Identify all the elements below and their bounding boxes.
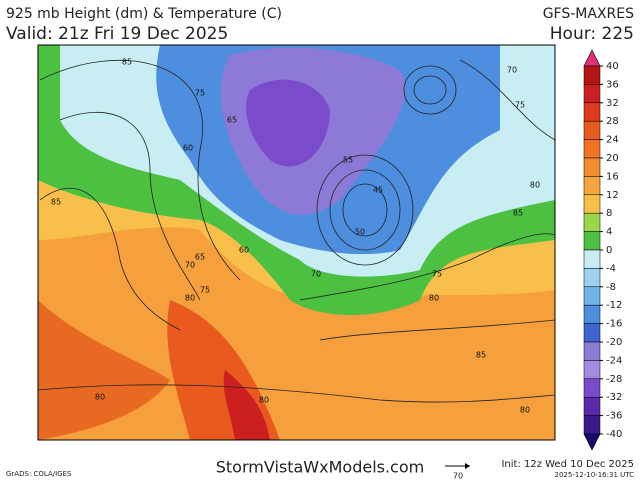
- contour-label: 80: [520, 406, 530, 415]
- contour-label: 60: [239, 246, 249, 255]
- vector-scale-head: [465, 463, 470, 469]
- vector-scale-label: 70: [453, 472, 463, 480]
- colorbar-bin: [583, 396, 601, 416]
- contour-label: 60: [183, 144, 193, 153]
- contour-label: 75: [200, 286, 210, 295]
- colorbar-label: 40: [606, 61, 619, 72]
- colorbar-bin: [583, 84, 601, 104]
- contour-label: 85: [476, 351, 486, 360]
- colorbar-label: 0: [606, 245, 612, 256]
- colorbar-label: 8: [606, 208, 612, 219]
- colorbar-bin: [583, 139, 601, 159]
- contour-label: 75: [515, 101, 525, 110]
- forecast-hour: Hour: 225: [550, 24, 634, 44]
- pacific-warm: [38, 300, 170, 440]
- contour-label: 85: [122, 58, 132, 67]
- timestamp: 2025-12-10-16:31 UTC: [555, 471, 635, 479]
- colorbar-label: 16: [606, 171, 619, 182]
- colorbar-label: -4: [606, 263, 616, 274]
- colorbar-bin: [583, 120, 601, 140]
- colorbar-bin: [583, 378, 601, 398]
- contour-label: 65: [227, 116, 237, 125]
- colorbar-label: -28: [606, 374, 622, 385]
- colorbar-label: 20: [606, 153, 619, 164]
- contour-labels: 8570758085756055504565708065758085808085…: [51, 58, 540, 415]
- contour-label: 75: [195, 89, 205, 98]
- colorbar-label: -24: [606, 355, 622, 366]
- colorbar-label: -32: [606, 392, 622, 403]
- colorbar-label: -8: [606, 282, 616, 293]
- colorbar-bin: [583, 157, 601, 177]
- contour-label: 70: [311, 270, 321, 279]
- colorbar-bin: [583, 65, 601, 85]
- colorbar-label: 4: [606, 227, 612, 238]
- colorbar-label: 28: [606, 116, 619, 127]
- contour-label: 55: [343, 156, 353, 165]
- colorbar-label: 12: [606, 190, 619, 201]
- colorbar-bin: [583, 176, 601, 196]
- coldest-core: [246, 79, 330, 167]
- contour-label: 80: [530, 181, 540, 190]
- colorbar-bin: [583, 415, 601, 435]
- contour-label: 80: [185, 294, 195, 303]
- contour-label: 65: [195, 253, 205, 262]
- colorbar-arrow-bottom: [583, 433, 601, 451]
- colorbar-bin: [583, 102, 601, 122]
- credit: GrADS: COLA/IGES: [6, 470, 72, 478]
- colorbar-bin: [583, 249, 601, 269]
- colorbar-label: -40: [606, 429, 622, 440]
- site-name: StormVistaWxModels.com: [216, 458, 424, 477]
- colorbar-label: 24: [606, 135, 619, 146]
- model-name: GFS-MAXRES: [543, 6, 634, 22]
- colorbar-bin: [583, 194, 601, 214]
- contour-label: 80: [95, 393, 105, 402]
- contour-label: 70: [507, 66, 517, 75]
- contour-label: 80: [259, 396, 269, 405]
- colorbar: 4036322824201612840-4-8-12-16-20-24-28-3…: [583, 49, 622, 451]
- colorbar-label: -36: [606, 411, 622, 422]
- colorbar-bin: [583, 323, 601, 343]
- contour-label: 50: [355, 228, 365, 237]
- colorbar-bin: [583, 341, 601, 361]
- map: [37, 44, 556, 441]
- colorbar-bin: [583, 304, 601, 324]
- colorbar-bin: [583, 286, 601, 306]
- colorbar-bin: [583, 360, 601, 380]
- colorbar-label: -12: [606, 300, 622, 311]
- colorbar-bin: [583, 212, 601, 232]
- contour-label: 75: [432, 270, 442, 279]
- colorbar-label: 36: [606, 79, 619, 90]
- contour-label: 85: [51, 198, 61, 207]
- colorbar-bin: [583, 268, 601, 288]
- colorbar-label: -20: [606, 337, 622, 348]
- contour-label: 70: [185, 261, 195, 270]
- valid-time: Valid: 21z Fri 19 Dec 2025: [6, 24, 228, 44]
- map-frame: [37, 44, 556, 441]
- contour-label: 80: [429, 294, 439, 303]
- colorbar-bin: [583, 231, 601, 251]
- colorbar-label: 32: [606, 98, 619, 109]
- colorbar-label: -16: [606, 319, 622, 330]
- contour-label: 85: [513, 209, 523, 218]
- contour-label: 45: [373, 186, 383, 195]
- init-time: Init: 12z Wed 10 Dec 2025: [501, 459, 634, 470]
- colorbar-arrow-top: [583, 49, 601, 67]
- title: 925 mb Height (dm) & Temperature (C): [6, 6, 282, 22]
